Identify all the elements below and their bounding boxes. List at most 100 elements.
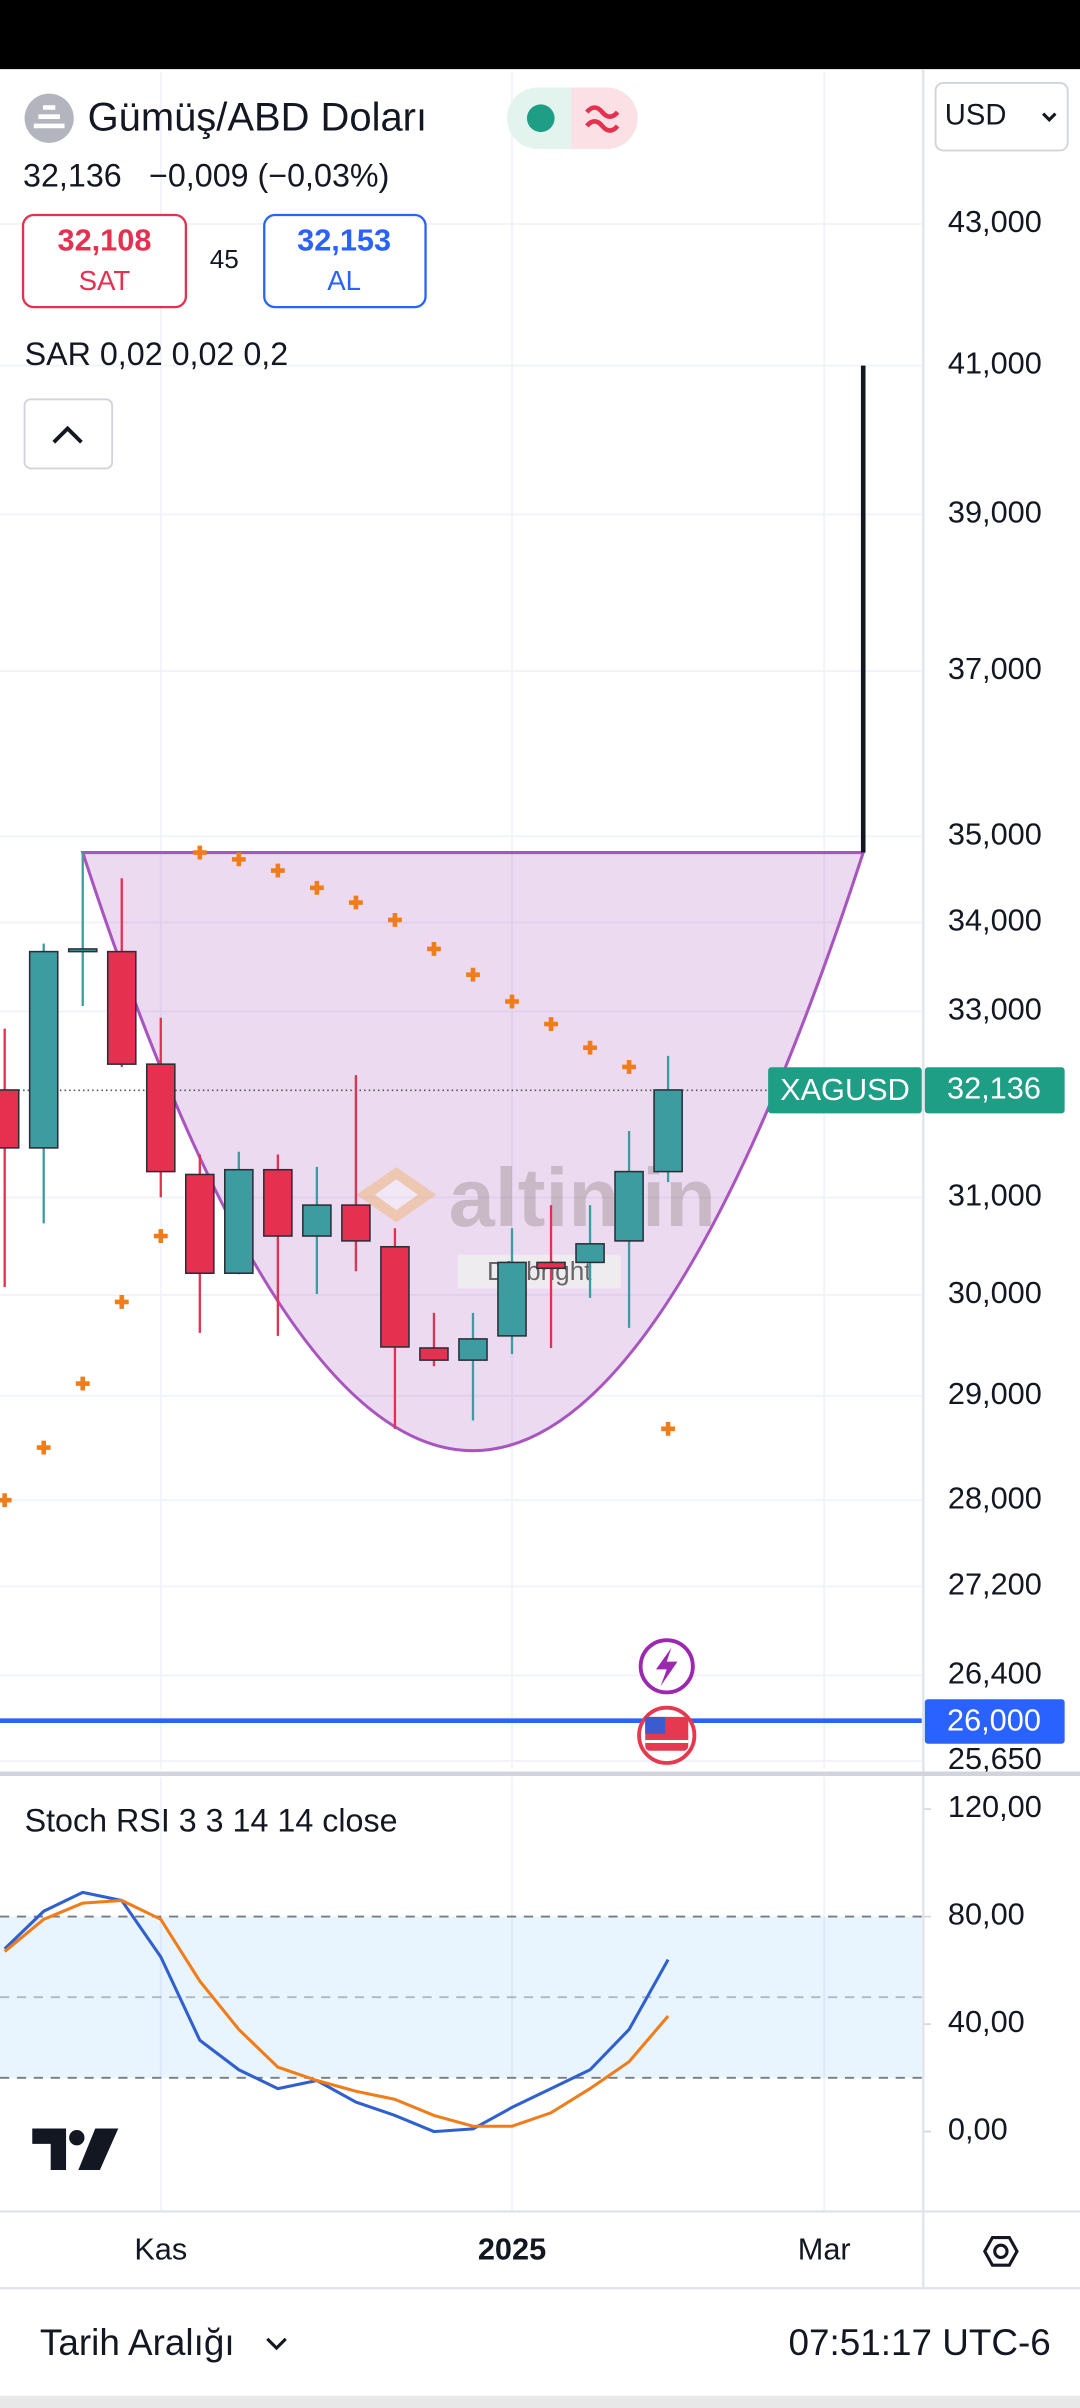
buy-button[interactable]: [263, 213, 427, 309]
currency-label: USD: [945, 99, 1007, 131]
symbol-title[interactable]: Gümüş/ABD Doları: [88, 95, 427, 139]
sar-point: [466, 967, 480, 982]
sar-point: [153, 1229, 168, 1243]
candle-body: [575, 1243, 605, 1264]
price-tag: [924, 1067, 1065, 1114]
y-tick-label: 26,400: [948, 1655, 1042, 1690]
price-tag-label: 32,136: [947, 1070, 1041, 1105]
price-change: −0,009 (−0,03%): [149, 158, 389, 194]
candle-body: [106, 950, 137, 1065]
nav-strip: [0, 2395, 1080, 2408]
tv-logo-t: [32, 2128, 67, 2170]
y-tick-label: 29,000: [948, 1376, 1042, 1411]
buy-label: AL: [327, 265, 361, 296]
y-tick-label: 33,000: [948, 992, 1042, 1027]
flag-canton: [645, 1716, 666, 1734]
sar-point: [0, 1493, 12, 1508]
indicator-label[interactable]: SAR 0,02 0,02 0,2: [25, 336, 289, 372]
candle-body: [224, 1168, 254, 1274]
status-bar: [0, 0, 1080, 70]
tv-logo-dot: [69, 2130, 85, 2146]
candle-body: [302, 1204, 332, 1237]
dropdown-chevron: [1042, 112, 1057, 122]
candle-body: [184, 1173, 215, 1274]
sell-button[interactable]: [21, 213, 188, 309]
candle-body: [341, 1204, 371, 1242]
tv-logo: [32, 2128, 119, 2170]
symbol-icon-bars: [33, 105, 65, 129]
symbol-tag-label: XAGUSD: [780, 1072, 910, 1107]
candle-body: [419, 1347, 449, 1361]
y-tick-label: 40,00: [948, 2004, 1025, 2039]
sar-point: [75, 1376, 90, 1391]
date-range-button[interactable]: Tarih Aralığı: [40, 2322, 235, 2363]
event-icon-bolt: [655, 1647, 678, 1687]
sar-point: [544, 1017, 558, 1031]
last-price: 32,136: [23, 158, 122, 194]
y-tick-label: 30,000: [948, 1275, 1042, 1310]
y-tick-label: 80,00: [948, 1897, 1025, 1932]
y-tick-label: 31,000: [948, 1178, 1042, 1213]
y-tick-label: 120,00: [948, 1789, 1042, 1824]
y-tick-label: 0,00: [948, 2112, 1008, 2147]
currency-dropdown[interactable]: [934, 82, 1069, 152]
y-tick-label: 37,000: [948, 651, 1042, 686]
delayed-icon: [585, 105, 620, 133]
watermark-logo-inner: [374, 1179, 418, 1211]
candle-body: [145, 1063, 176, 1173]
y-tick-label: 39,000: [948, 495, 1042, 530]
candle-body: [263, 1168, 293, 1237]
sar-point: [427, 942, 441, 956]
tv-logo-v: [78, 2128, 119, 2170]
y-tick-label: 41,000: [948, 346, 1042, 381]
date-range-chevron: [266, 2337, 287, 2351]
sar-point: [231, 852, 246, 867]
sar-point: [36, 1440, 51, 1455]
y-tick-label: 25,650: [948, 1741, 1042, 1776]
y-tick-label: 27,200: [948, 1567, 1042, 1602]
candle-body: [497, 1261, 527, 1337]
stoch-line: [3, 1898, 670, 2128]
sar-point: [622, 1059, 636, 1074]
candle-body: [380, 1245, 410, 1348]
y-tick-label: 43,000: [948, 204, 1042, 239]
y-tick-label: 34,000: [948, 903, 1042, 938]
stoch-title[interactable]: Stoch RSI 3 3 14 14 close: [25, 1802, 398, 1838]
sar-point: [270, 863, 285, 878]
sar-point: [583, 1040, 597, 1055]
sar-point: [309, 880, 324, 895]
spread: 45: [210, 244, 239, 274]
candle-body: [614, 1170, 644, 1242]
sar-point: [114, 1294, 129, 1309]
collapse-chevron: [52, 425, 83, 444]
stoch-line: [3, 1890, 670, 2134]
sar-point: [348, 895, 363, 910]
collapse-button[interactable]: [23, 398, 114, 470]
sar-point: [192, 845, 207, 860]
candle-body: [67, 948, 98, 953]
sell-price: 32,108: [57, 223, 151, 258]
candle-body: [653, 1089, 683, 1173]
y-tick-label: 28,000: [948, 1480, 1042, 1515]
sell-label: SAT: [79, 265, 131, 296]
x-tick-label: Kas: [134, 2231, 187, 2266]
settings-button[interactable]: [982, 2236, 1019, 2267]
level-tag-label: 26,000: [947, 1702, 1041, 1737]
candle-body: [536, 1261, 566, 1270]
sar-point: [505, 994, 519, 1009]
candle-body: [0, 1089, 20, 1149]
x-tick-label: 2025: [478, 2231, 546, 2266]
y-tick-label: 35,000: [948, 816, 1042, 851]
buy-price: 32,153: [297, 223, 391, 258]
clock[interactable]: 07:51:17 UTC-6: [789, 2322, 1051, 2363]
settings-icon-center: [993, 2243, 1009, 2260]
symbol-tag: [768, 1067, 922, 1114]
sar-point: [661, 1421, 676, 1436]
x-tick-label: Mar: [798, 2231, 851, 2266]
market-open-dot: [526, 104, 555, 133]
sar-point: [388, 913, 402, 927]
